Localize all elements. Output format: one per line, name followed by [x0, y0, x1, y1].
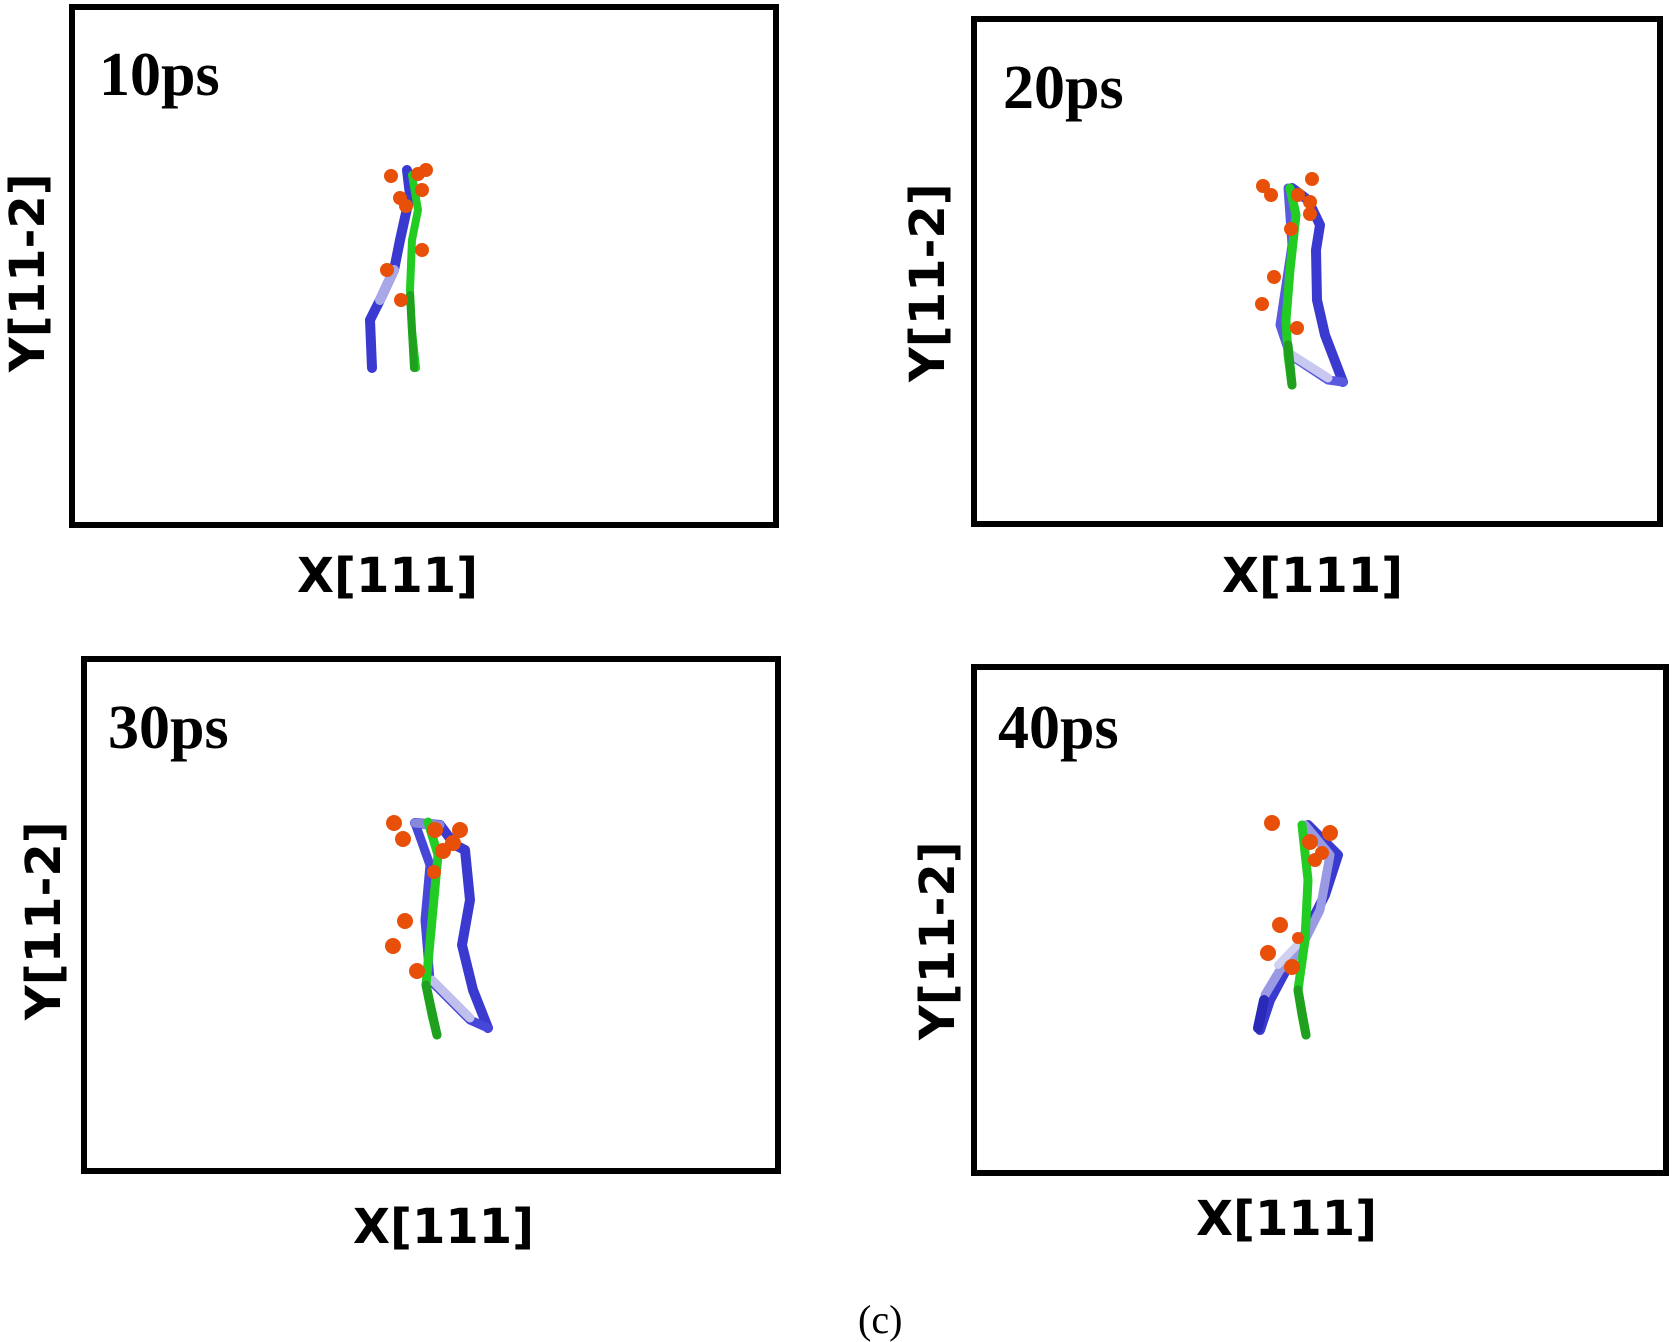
- time-label-10ps: 10ps: [99, 41, 220, 109]
- y-axis-label-30ps: Y[11-2]: [16, 821, 72, 1020]
- x-axis-label-40ps: X[111]: [1196, 1191, 1378, 1247]
- y-axis-label-10ps: Y[11-2]: [0, 173, 56, 372]
- y-axis-label-20ps: Y[11-2]: [900, 183, 956, 382]
- x-axis-label-10ps: X[111]: [297, 548, 479, 604]
- dislocation-structure-10ps: [365, 163, 433, 373]
- time-label-30ps: 30ps: [108, 694, 229, 762]
- x-axis-label-30ps: X[111]: [353, 1199, 535, 1255]
- time-label-20ps: 20ps: [1003, 54, 1124, 122]
- y-axis-label-40ps: Y[11-2]: [910, 841, 966, 1040]
- time-label-40ps: 40ps: [998, 694, 1119, 762]
- panel-10ps: [69, 4, 779, 528]
- figure-caption: (c): [858, 1297, 903, 1342]
- dislocation-structure-20ps: [1255, 172, 1348, 390]
- dislocation-structure-30ps: [385, 815, 493, 1040]
- x-axis-label-20ps: X[111]: [1222, 548, 1404, 604]
- dislocation-structure-40ps: [1253, 815, 1343, 1040]
